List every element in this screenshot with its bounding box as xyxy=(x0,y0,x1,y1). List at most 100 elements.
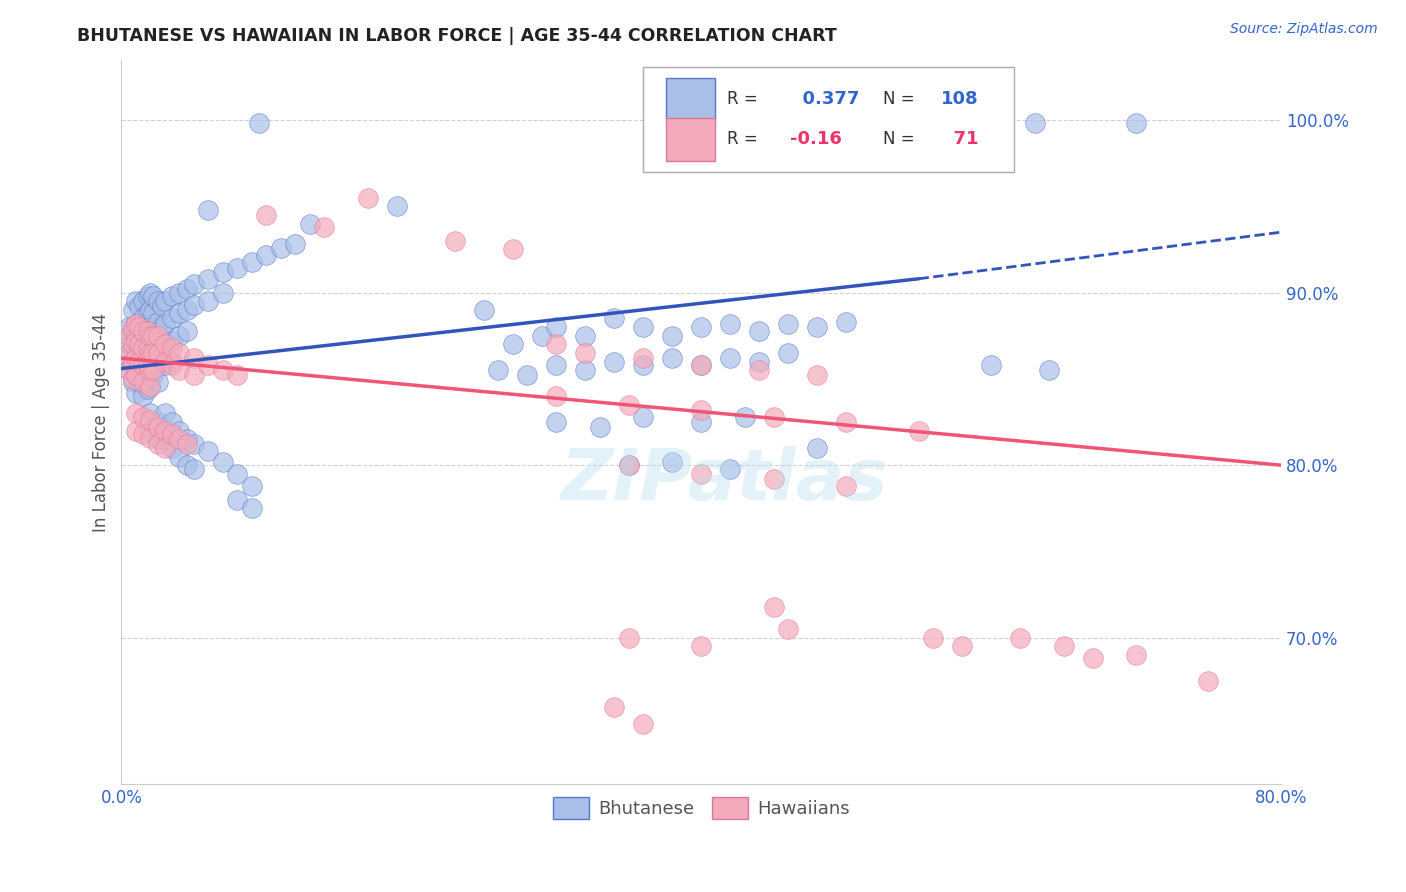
Legend: Bhutanese, Hawaiians: Bhutanese, Hawaiians xyxy=(546,789,858,826)
Point xyxy=(139,302,162,317)
Point xyxy=(139,320,162,334)
Point xyxy=(212,265,235,279)
Point xyxy=(631,717,654,731)
Point xyxy=(146,420,169,434)
Y-axis label: In Labor Force | Age 35-44: In Labor Force | Age 35-44 xyxy=(93,312,110,532)
Point xyxy=(443,234,465,248)
Point xyxy=(136,382,159,396)
Point xyxy=(169,432,191,446)
Point xyxy=(122,372,145,386)
Point xyxy=(176,302,198,317)
Point xyxy=(183,368,205,383)
Point xyxy=(128,354,150,368)
Point xyxy=(690,415,713,429)
Point xyxy=(136,306,159,320)
Point xyxy=(806,441,828,455)
Point xyxy=(183,351,205,366)
Point xyxy=(139,341,162,355)
Point xyxy=(778,346,800,360)
Point xyxy=(153,441,176,455)
Point xyxy=(146,315,169,329)
Point xyxy=(176,282,198,296)
Point xyxy=(160,289,183,303)
Point xyxy=(762,409,785,424)
Point xyxy=(125,406,148,420)
Point xyxy=(160,441,183,455)
Point xyxy=(169,363,191,377)
Point xyxy=(136,361,159,376)
Point xyxy=(122,302,145,317)
Point xyxy=(385,199,408,213)
Point xyxy=(690,320,713,334)
Point xyxy=(690,467,713,481)
Text: Source: ZipAtlas.com: Source: ZipAtlas.com xyxy=(1230,22,1378,37)
Point xyxy=(125,368,148,383)
Point xyxy=(806,368,828,383)
Point xyxy=(617,458,640,472)
Point xyxy=(139,413,162,427)
Point xyxy=(153,424,176,438)
Point xyxy=(486,363,509,377)
Point xyxy=(122,354,145,368)
Point xyxy=(169,285,191,300)
Point xyxy=(160,427,183,442)
Point xyxy=(183,298,205,312)
Point xyxy=(1125,648,1147,662)
Point xyxy=(125,351,148,366)
Point xyxy=(125,385,148,400)
Text: N =: N = xyxy=(883,130,920,148)
Point xyxy=(574,363,596,377)
Point xyxy=(169,346,191,360)
Point xyxy=(132,376,155,390)
Point xyxy=(125,351,148,366)
Point xyxy=(122,376,145,390)
Point xyxy=(128,376,150,390)
Point xyxy=(617,631,640,645)
Point xyxy=(240,479,263,493)
Point xyxy=(546,320,568,334)
Point xyxy=(150,341,173,355)
Point xyxy=(1010,631,1032,645)
Point xyxy=(153,354,176,368)
Point xyxy=(125,368,148,383)
Point xyxy=(139,380,162,394)
Point xyxy=(146,376,169,390)
Point xyxy=(176,432,198,446)
Point xyxy=(197,444,219,458)
Point xyxy=(125,317,148,331)
Point xyxy=(136,324,159,338)
Point xyxy=(125,424,148,438)
Point xyxy=(617,458,640,472)
Point xyxy=(240,501,263,516)
Point xyxy=(125,334,148,348)
Point xyxy=(142,328,165,343)
Point xyxy=(835,479,858,493)
FancyBboxPatch shape xyxy=(666,78,716,120)
Point xyxy=(128,337,150,351)
Point xyxy=(778,317,800,331)
Point xyxy=(118,363,141,377)
Point xyxy=(472,302,495,317)
Point xyxy=(617,398,640,412)
Point xyxy=(136,344,159,359)
Point xyxy=(690,640,713,654)
Point xyxy=(122,358,145,372)
Point xyxy=(254,247,277,261)
Point xyxy=(153,294,176,309)
Point xyxy=(922,631,945,645)
Point xyxy=(118,337,141,351)
Point xyxy=(183,461,205,475)
Point xyxy=(574,328,596,343)
Point xyxy=(176,458,198,472)
Point xyxy=(284,237,307,252)
Point xyxy=(132,358,155,372)
Point xyxy=(125,317,148,331)
Point xyxy=(631,358,654,372)
Point xyxy=(139,378,162,392)
Point xyxy=(146,432,169,446)
Point xyxy=(226,467,249,481)
Point xyxy=(212,455,235,469)
Point xyxy=(132,368,155,383)
Point xyxy=(169,306,191,320)
Text: 71: 71 xyxy=(941,130,979,148)
